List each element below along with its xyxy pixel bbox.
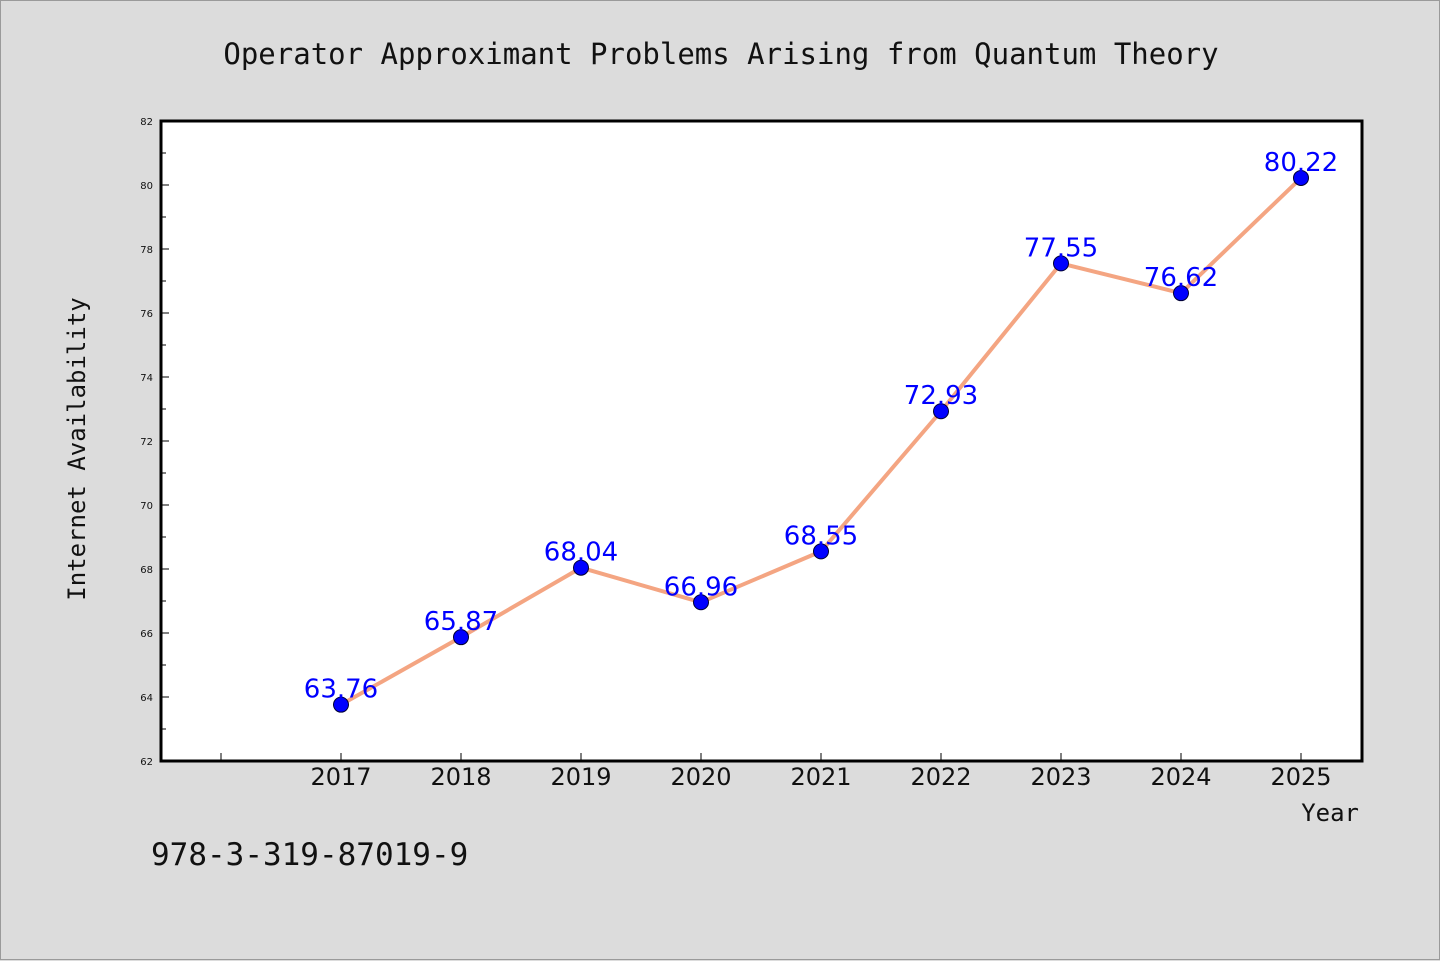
data-label: 65.87 [424, 607, 498, 637]
data-point [693, 594, 709, 611]
data-label: 63.76 [304, 675, 378, 705]
chart-title: Operator Approximant Problems Arising fr… [223, 37, 1218, 71]
x-axis-ticks: 2017 2018 2019 2020 2021 2022 2023 2024 2025 [220, 753, 1332, 791]
data-label: 76.62 [1144, 263, 1218, 293]
y-tick-label: 70 [140, 501, 153, 512]
x-tick-label: 2024 [1150, 763, 1211, 791]
data-label: 80.22 [1264, 148, 1338, 178]
plot-area [159, 119, 1364, 763]
data-label: 68.04 [544, 538, 618, 568]
data-point [933, 403, 949, 420]
y-tick-label: 62 [140, 757, 153, 768]
y-tick-label: 64 [140, 693, 153, 704]
y-tick-label: 72 [140, 437, 153, 448]
series-layer: 63.76 65.87 68.04 66.96 68.55 72.93 77.55 76.62… [304, 148, 1338, 713]
y-tick-label: 80 [140, 181, 153, 192]
y-tick-label: 78 [140, 245, 153, 256]
x-tick-label: 2025 [1270, 763, 1331, 791]
x-tick-label: 2018 [430, 763, 491, 791]
y-tick-label: 74 [140, 373, 153, 384]
data-label: 66.96 [664, 572, 738, 602]
x-tick-label: 2023 [1030, 763, 1091, 791]
data-point [573, 559, 589, 576]
x-tick-label: 2020 [670, 763, 731, 791]
data-label: 68.55 [784, 521, 858, 551]
isbn-text: 978-3-319-87019-9 [151, 837, 468, 873]
y-tick-label: 82 [140, 117, 153, 128]
x-tick-label: 2022 [910, 763, 971, 791]
y-tick-label: 76 [140, 309, 153, 320]
y-tick-label: 66 [140, 629, 153, 640]
data-label: 72.93 [904, 381, 978, 411]
y-tick-label: 68 [140, 565, 153, 576]
x-tick-label: 2019 [550, 763, 611, 791]
x-tick-label: 2021 [790, 763, 851, 791]
data-point [1173, 285, 1189, 302]
data-point [813, 543, 829, 560]
y-axis-label: Internet Availability [63, 297, 91, 600]
data-point [333, 696, 349, 713]
x-tick-label: 2017 [310, 763, 371, 791]
y-axis-ticks: 62 64 66 68 70 72 74 76 78 80 82 [140, 117, 169, 768]
data-point [453, 629, 469, 646]
data-point [1293, 169, 1309, 186]
x-axis-label: Year [1301, 799, 1359, 827]
data-label: 77.55 [1024, 233, 1098, 263]
data-point [1053, 255, 1069, 272]
